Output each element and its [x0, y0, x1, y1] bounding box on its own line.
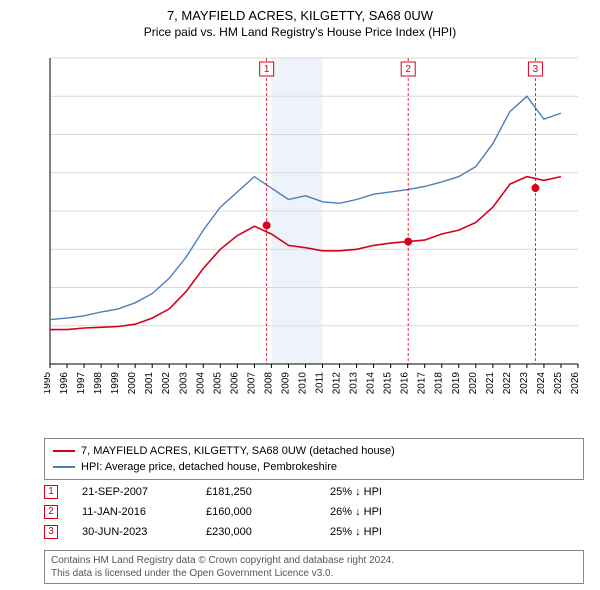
legend-item: 7, MAYFIELD ACRES, KILGETTY, SA68 0UW (d…	[53, 443, 575, 459]
svg-text:2009: 2009	[280, 372, 291, 395]
event-row: 2 11-JAN-2016 £160,000 26% ↓ HPI	[44, 502, 584, 522]
svg-text:1998: 1998	[93, 372, 104, 395]
event-date: 30-JUN-2023	[82, 522, 182, 542]
svg-text:2011: 2011	[315, 372, 326, 394]
svg-text:2002: 2002	[161, 372, 172, 395]
event-date: 21-SEP-2007	[82, 482, 182, 502]
svg-text:2004: 2004	[195, 372, 206, 395]
svg-text:2024: 2024	[536, 372, 547, 395]
legend-swatch	[53, 466, 75, 468]
legend-label: 7, MAYFIELD ACRES, KILGETTY, SA68 0UW (d…	[81, 443, 395, 459]
svg-text:2003: 2003	[178, 372, 189, 395]
svg-text:1999: 1999	[110, 372, 121, 395]
svg-text:2026: 2026	[570, 372, 581, 395]
svg-text:2016: 2016	[400, 372, 411, 395]
chart: £0£50K£100K£150K£200K£250K£300K£350K£400…	[44, 52, 584, 402]
legend-item: HPI: Average price, detached house, Pemb…	[53, 459, 575, 475]
svg-text:2012: 2012	[332, 372, 343, 395]
svg-text:2020: 2020	[468, 372, 479, 395]
svg-text:2007: 2007	[246, 372, 257, 395]
svg-text:2019: 2019	[451, 372, 462, 395]
event-price: £181,250	[206, 482, 306, 502]
event-marker-icon: 3	[44, 525, 58, 539]
svg-text:1995: 1995	[44, 372, 53, 395]
event-marker-icon: 2	[44, 505, 58, 519]
footer-line: Contains HM Land Registry data © Crown c…	[51, 554, 577, 567]
svg-text:2018: 2018	[434, 372, 445, 395]
svg-text:2017: 2017	[417, 372, 428, 395]
chart-svg: £0£50K£100K£150K£200K£250K£300K£350K£400…	[44, 52, 584, 402]
svg-text:2014: 2014	[366, 372, 377, 395]
svg-text:2023: 2023	[519, 372, 530, 395]
title-address: 7, MAYFIELD ACRES, KILGETTY, SA68 0UW	[0, 8, 600, 23]
page: 7, MAYFIELD ACRES, KILGETTY, SA68 0UW Pr…	[0, 0, 600, 590]
event-delta: 25% ↓ HPI	[330, 482, 382, 502]
title-block: 7, MAYFIELD ACRES, KILGETTY, SA68 0UW Pr…	[0, 0, 600, 39]
svg-text:2015: 2015	[383, 372, 394, 395]
event-marker-icon: 1	[44, 485, 58, 499]
svg-text:1: 1	[264, 64, 270, 75]
title-subtitle: Price paid vs. HM Land Registry's House …	[0, 25, 600, 39]
svg-text:2010: 2010	[297, 372, 308, 395]
svg-text:2: 2	[405, 64, 411, 75]
footer-line: This data is licensed under the Open Gov…	[51, 567, 577, 580]
svg-text:2013: 2013	[349, 372, 360, 395]
event-delta: 25% ↓ HPI	[330, 522, 382, 542]
event-delta: 26% ↓ HPI	[330, 502, 382, 522]
legend-swatch	[53, 450, 75, 452]
event-row: 3 30-JUN-2023 £230,000 25% ↓ HPI	[44, 522, 584, 542]
svg-text:2000: 2000	[127, 372, 138, 395]
svg-text:2025: 2025	[553, 372, 564, 395]
svg-text:2001: 2001	[144, 372, 155, 395]
svg-text:3: 3	[533, 64, 539, 75]
footer-attribution: Contains HM Land Registry data © Crown c…	[44, 550, 584, 584]
svg-text:2008: 2008	[263, 372, 274, 395]
event-date: 11-JAN-2016	[82, 502, 182, 522]
legend-label: HPI: Average price, detached house, Pemb…	[81, 459, 337, 475]
svg-text:1997: 1997	[76, 372, 87, 395]
svg-text:2021: 2021	[485, 372, 496, 395]
event-price: £230,000	[206, 522, 306, 542]
svg-text:2022: 2022	[502, 372, 513, 395]
event-row: 1 21-SEP-2007 £181,250 25% ↓ HPI	[44, 482, 584, 502]
events-table: 1 21-SEP-2007 £181,250 25% ↓ HPI 2 11-JA…	[44, 482, 584, 542]
legend: 7, MAYFIELD ACRES, KILGETTY, SA68 0UW (d…	[44, 438, 584, 480]
svg-text:2006: 2006	[229, 372, 240, 395]
svg-text:2005: 2005	[212, 372, 223, 395]
event-price: £160,000	[206, 502, 306, 522]
svg-text:1996: 1996	[59, 372, 70, 395]
